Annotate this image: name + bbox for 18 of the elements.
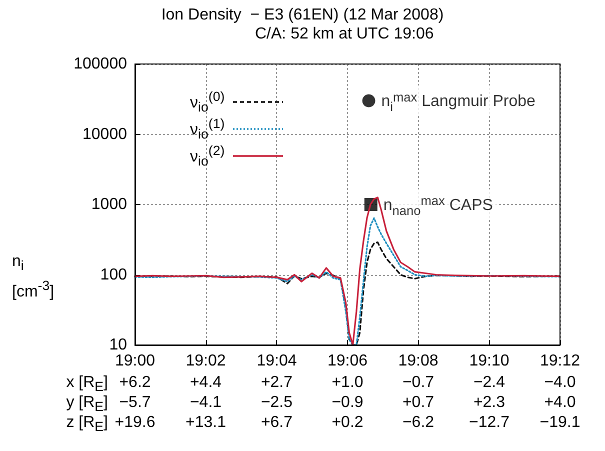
y-tick-label: 100000: [74, 56, 128, 72]
chart-subtitle: C/A: 52 km at UTC 19:06: [255, 26, 434, 42]
y-tick-label: 1000: [91, 196, 128, 213]
y-axis-title: n$_{i}$ [cm$^{-3}$]: [12, 252, 54, 302]
text: x [R$_{E}$] +6.2 +4.4 +2.7 +1.0 −0.7 −2.4 −4.0: [66, 374, 576, 394]
y-tick-label: 10000: [82, 126, 128, 143]
x-tick-label: 19:10: [469, 352, 510, 370]
chart-title: Ion Density − E3 (61EN) (12 Mar 2008): [161, 6, 444, 24]
x-tick-label: 19:06: [327, 352, 368, 370]
x-tick-label: 19:08: [398, 352, 438, 370]
x-tick-label: 19:02: [186, 352, 226, 370]
text: z [R$_{E}$] +19.6 +13.1 +6.7 +0.2 −6.2 −12.7 −19.1: [66, 414, 580, 434]
y-tick-label: 10: [109, 336, 128, 354]
x-tick-label: 19:12: [540, 352, 580, 370]
x-tick-label: 19:00: [114, 352, 156, 370]
x-tick-label: 19:04: [256, 352, 297, 370]
text: y [R$_{E}$] −5.7 −4.1 −2.5 −0.9 +0.7 +2.3 +4.0: [66, 394, 576, 414]
y-tick-label: 100: [100, 266, 128, 284]
